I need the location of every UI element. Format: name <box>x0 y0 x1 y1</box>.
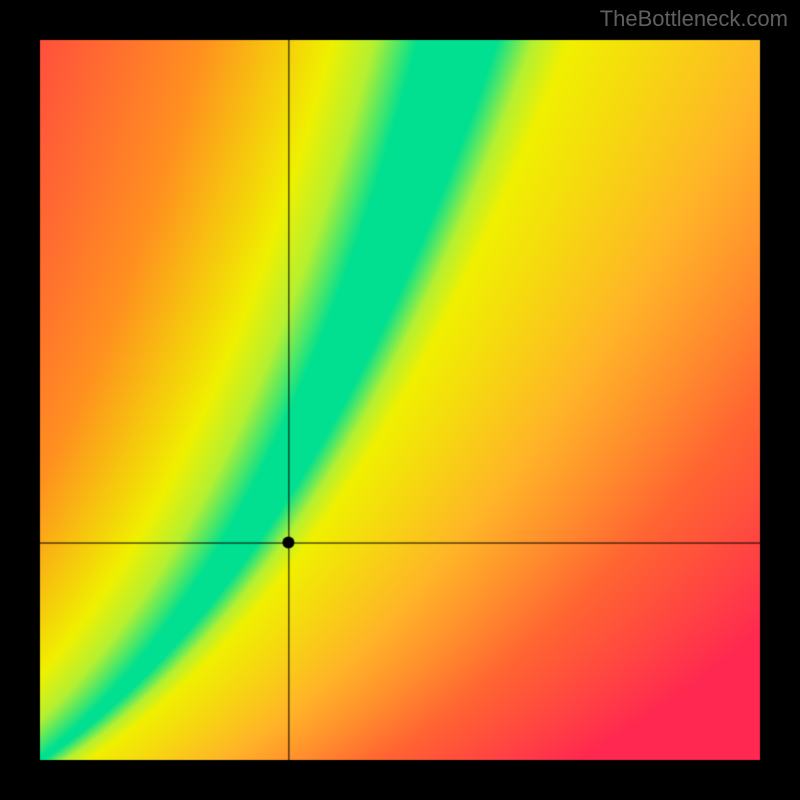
bottleneck-heatmap-canvas <box>0 0 800 800</box>
watermark-text: TheBottleneck.com <box>600 6 788 32</box>
chart-container: TheBottleneck.com <box>0 0 800 800</box>
